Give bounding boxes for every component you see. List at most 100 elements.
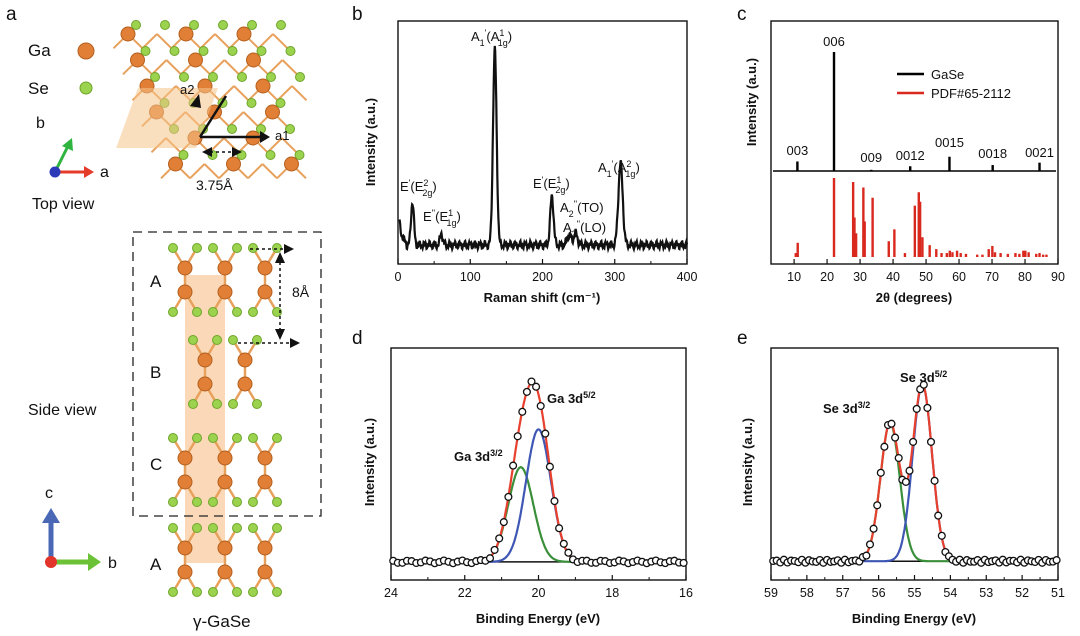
legend-se-label: Se (28, 79, 49, 98)
side-se-atom (168, 523, 178, 533)
xps-data-point (930, 476, 939, 485)
xrd-peak-label: 009 (860, 150, 882, 165)
xps-data-point (876, 468, 885, 477)
se-atom (218, 20, 228, 30)
xrd-x-tick-label: 40 (886, 270, 900, 284)
xps-data-point (522, 387, 531, 396)
se-atom (198, 46, 209, 56)
xps-peak-label-part: 3/2 (490, 448, 503, 458)
side-se-atom (168, 587, 178, 597)
side-se-atom (212, 399, 222, 409)
raman-peak-label-part: 2 (626, 159, 631, 169)
raman-peak-label-part: ' (485, 28, 487, 38)
xps-data-point (909, 437, 918, 446)
xps-component-curve (391, 466, 686, 563)
raman-peak-label-part: '' (432, 208, 436, 218)
raman-peak-label-part: 1g (625, 169, 635, 179)
xps-peak-label: Se 3d5/2 (900, 369, 947, 385)
raman-x-tick-label: 200 (532, 270, 553, 284)
se-atom (189, 20, 199, 30)
vector-a1-head (260, 131, 270, 143)
side-se-atom (208, 497, 218, 507)
xps-x-tick-label: 59 (764, 586, 778, 600)
raman-peak-label: A2''(TO) (560, 199, 604, 219)
xps-data-point (887, 419, 896, 428)
raman-peak-label-part: ) (565, 176, 569, 191)
ga-atom (284, 156, 299, 172)
bond (281, 137, 298, 154)
se-atom (140, 46, 151, 56)
se-atom (179, 72, 189, 82)
side-ga-atom (177, 564, 193, 580)
bond (276, 85, 293, 102)
xps-data-point (536, 401, 545, 411)
raman-peak-label-part: 2 (572, 229, 577, 239)
raman-peak-label-part: E (423, 209, 432, 224)
side-se-atom (212, 335, 222, 345)
se-atom (237, 72, 247, 82)
raman-peak-label-part: A (563, 220, 572, 235)
raman-peak-label-part: 1g (446, 218, 456, 228)
raman-peak-label-part: (A (486, 29, 499, 44)
legend-pdf-label: PDF#65-2112 (931, 86, 1011, 101)
side-se-atom (272, 523, 282, 533)
layer-shift-arrowhead-bottom (290, 338, 300, 348)
xps-peak-label: Ga 3d3/2 (454, 448, 503, 464)
xrd-x-tick-label: 60 (952, 270, 966, 284)
axis-side-origin (45, 556, 57, 568)
side-ga-atom (257, 450, 273, 466)
side-se-atom (248, 523, 258, 533)
side-se-atom (188, 399, 198, 409)
xps-data-point (490, 545, 499, 554)
raman-peak-label: A1'(A2 1g) (598, 159, 640, 179)
xrd-plot-frame (770, 20, 1059, 265)
raman-y-label: Intensity (a.u.) (363, 98, 378, 186)
xrd-ticks: 10 20 30 40 50 60 70 80 90 (787, 259, 1065, 284)
xps-data-point (550, 497, 559, 506)
xps-data-point (873, 501, 882, 510)
top-view-label: Top view (32, 196, 95, 213)
xrd-peak-label: 006 (823, 34, 845, 49)
se-atom (275, 98, 286, 108)
vector-a2-head (190, 94, 201, 108)
xps-peak-label-part: 5/2 (583, 390, 596, 400)
side-ga-atom (177, 260, 193, 276)
se-atom (276, 20, 286, 30)
side-se-atom (272, 433, 282, 443)
side-se-atom (248, 497, 258, 507)
raman-plot-frame (397, 20, 688, 265)
se-atom (294, 150, 305, 160)
side-se-atom (168, 497, 178, 507)
panel-c: c Intensity (a.u.) 2θ (degrees) 10 20 30 40… (737, 4, 1065, 305)
panel-a: a Ga Se a b Top view a1 a2 3.75Å A B (6, 4, 322, 631)
raman-peak-label-part: A (471, 29, 480, 44)
side-se-atom (272, 243, 282, 253)
raman-spectrum-line (398, 45, 689, 254)
bond (281, 59, 298, 76)
xps-data-point (926, 437, 936, 446)
side-ga-atom (257, 564, 273, 580)
xrd-peak-labels: 003 006 009 0012 0015 0018 0021 (787, 34, 1054, 165)
side-ga-atom (197, 376, 213, 392)
xps-data-point (1052, 556, 1061, 565)
side-ga-atom (237, 376, 253, 392)
se-atom (246, 98, 257, 108)
side-view-label: Side view (28, 402, 97, 419)
raman-peak-label-part: (E (410, 179, 423, 194)
raman-peak-label-part: E (533, 176, 542, 191)
xrd-x-tick-label: 70 (985, 270, 999, 284)
ga-atom (236, 26, 252, 42)
xrd-bars (773, 52, 1056, 257)
ga-atom (120, 26, 136, 42)
legend-ga-atom (77, 42, 95, 60)
raman-peak-label-part: E (400, 179, 409, 194)
bond (199, 33, 216, 50)
axis-side-c-label: c (45, 485, 53, 502)
raman-peak-label-part: ) (635, 160, 639, 175)
raman-peak-label-part: (LO) (580, 220, 606, 235)
xps-data-point (679, 558, 688, 567)
side-ga-atom (177, 540, 193, 556)
raman-peak-label-part: ) (508, 29, 512, 44)
layer-label-c: C (150, 455, 162, 474)
xps-data-point (495, 534, 504, 543)
